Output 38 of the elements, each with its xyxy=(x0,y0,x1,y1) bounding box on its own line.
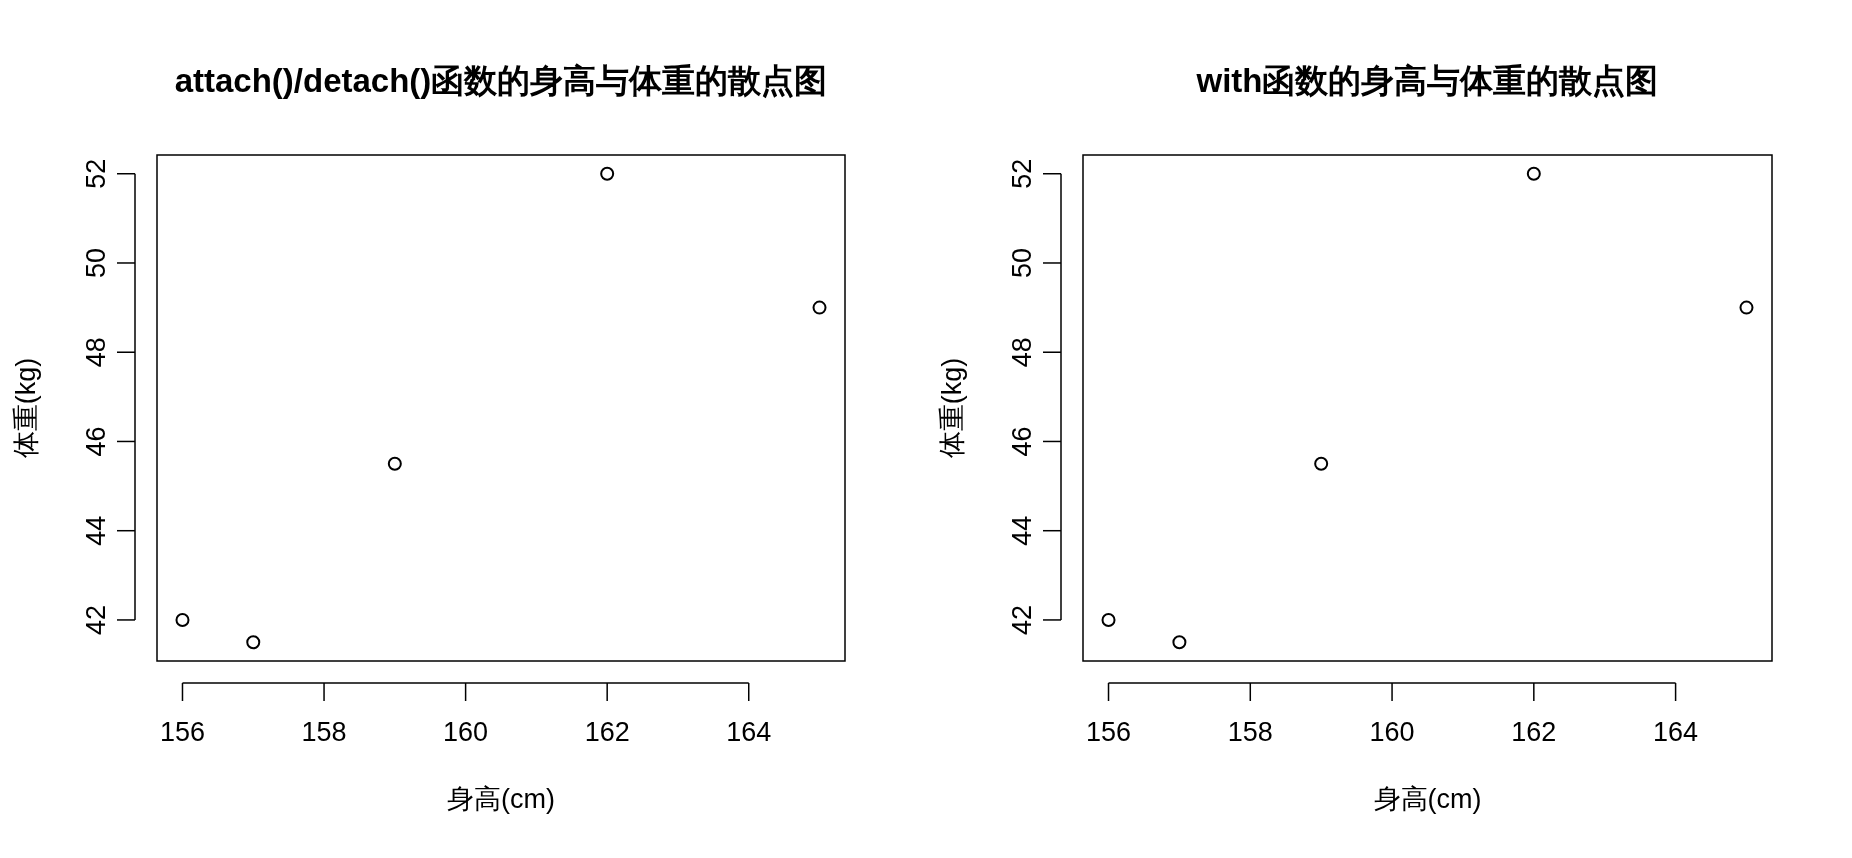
y-tick-label: 44 xyxy=(1007,515,1037,546)
y-tick-label: 48 xyxy=(81,337,111,368)
y-axis-title: 体重(kg) xyxy=(937,357,967,459)
point xyxy=(600,166,615,181)
y-tick-label: 42 xyxy=(81,604,111,635)
x-tick-label: 156 xyxy=(159,717,206,747)
point xyxy=(175,612,190,627)
x-tick-label: 162 xyxy=(1511,717,1557,747)
point xyxy=(1172,635,1187,650)
point xyxy=(812,300,827,315)
point xyxy=(1739,300,1754,315)
x-axis-title: 身高(cm) xyxy=(447,784,555,814)
x-tick-label: 158 xyxy=(301,717,347,747)
y-tick-label: 46 xyxy=(81,426,111,457)
x-tick-label: 164 xyxy=(726,717,772,747)
y-tick-label: 48 xyxy=(1007,337,1037,368)
point xyxy=(1526,166,1541,181)
y-tick-label: 52 xyxy=(1007,158,1037,189)
point xyxy=(1314,456,1329,471)
y-tick-label: 44 xyxy=(81,515,111,546)
x-tick-label: 156 xyxy=(1085,717,1132,747)
point xyxy=(246,635,261,650)
x-tick-label: 164 xyxy=(1653,717,1699,747)
x-tick-label: 158 xyxy=(1227,717,1273,747)
y-tick-label: 46 xyxy=(1007,426,1037,457)
x-tick-label: 160 xyxy=(1369,717,1415,747)
chart-title: attach()/detach()函数的身高与体重的散点图 xyxy=(174,62,828,99)
point xyxy=(1101,612,1116,627)
point xyxy=(387,456,402,471)
chart-title: with函数的身高与体重的散点图 xyxy=(1195,62,1659,99)
y-axis-title: 体重(kg) xyxy=(11,357,41,459)
y-tick-label: 50 xyxy=(81,247,111,279)
x-axis-title: 身高(cm) xyxy=(1373,784,1482,814)
y-tick-label: 42 xyxy=(1007,604,1037,635)
x-tick-label: 160 xyxy=(443,717,489,747)
y-tick-label: 50 xyxy=(1007,247,1037,279)
y-tick-label: 52 xyxy=(81,158,111,189)
x-tick-label: 162 xyxy=(584,717,630,747)
